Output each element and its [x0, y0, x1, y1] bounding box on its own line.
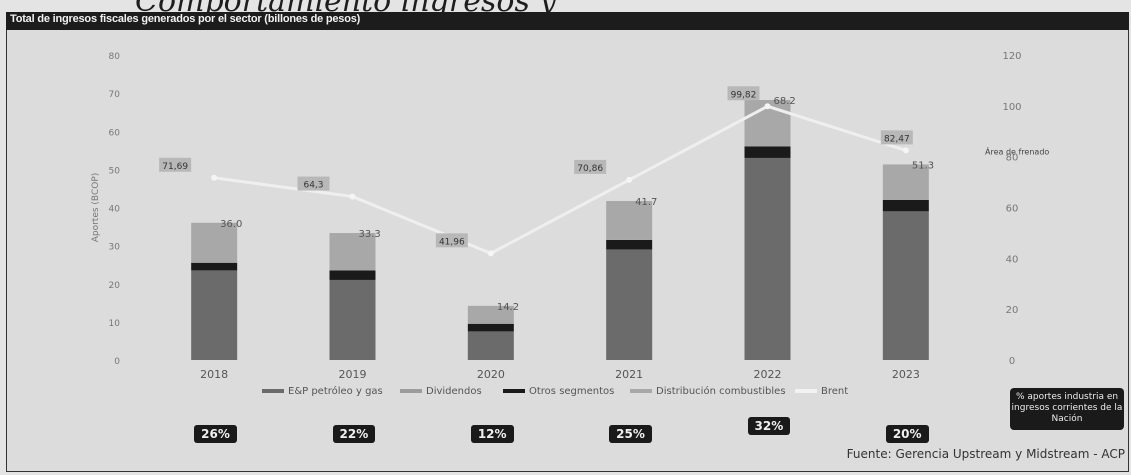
bar-total-label: 41.7: [635, 197, 657, 208]
bar-segment-0: [882, 211, 929, 360]
nation-share-pill: 20%: [885, 425, 929, 443]
chart-title: Total de ingresos fiscales generados por…: [10, 13, 361, 25]
brent-value-label: 70,86: [577, 164, 603, 174]
y-left-tick-label: 70: [109, 90, 121, 100]
y-left-tick-label: 30: [109, 243, 121, 253]
y-right-tick-label: 40: [1006, 254, 1019, 265]
y-right-tick-label: 100: [1002, 102, 1021, 113]
y-right-tick-label: 20: [1006, 305, 1019, 316]
brent-point: [764, 103, 771, 110]
brent-value-label: 64,3: [303, 181, 323, 191]
bar-segment-0: [606, 249, 653, 360]
x-tick-label: 2020: [477, 368, 505, 381]
nation-share-pill: 25%: [609, 425, 652, 443]
y-left-tick-label: 10: [109, 319, 121, 329]
bar-segment-0: [467, 331, 514, 360]
brent-point: [487, 250, 494, 257]
brent-label-box: [727, 86, 760, 101]
y-left-axis-label: Aportes (BCOP): [91, 173, 101, 243]
bar-segment-0: [191, 270, 238, 360]
brent-value-label: 82,47: [884, 134, 910, 144]
bar-segment-3: [329, 233, 376, 271]
legend-swatch-3: [630, 389, 652, 393]
brent-label-box: [159, 157, 192, 172]
nation-share-pill: 32%: [747, 417, 791, 435]
nation-share-legend-box: % aportes industria en ingresos corrient…: [1010, 388, 1124, 430]
legend-swatch-2: [503, 389, 525, 393]
brent-point: [211, 174, 218, 181]
y-left-tick-label: 0: [114, 357, 120, 367]
bar-total-label: 33.3: [359, 229, 381, 240]
bar-segment-3: [467, 305, 514, 324]
source-note: Fuente: Gerencia Upstream y Midstream - …: [846, 447, 1125, 461]
legend-swatch-0: [262, 389, 284, 393]
nation-share-pill: 22%: [332, 425, 376, 443]
brent-value-label: 99,82: [731, 90, 757, 100]
brent-label-box: [297, 176, 330, 191]
y-left-tick-label: 50: [109, 166, 121, 176]
bar-segment-2: [744, 146, 791, 158]
legend-label-1: Dividendos: [426, 386, 482, 397]
brent-label-box: [435, 233, 468, 248]
x-tick-label: 2018: [200, 368, 228, 381]
bar-segment-3: [882, 164, 929, 200]
legend-swatch-4: [795, 389, 817, 393]
chart-header-bar: [6, 12, 1129, 30]
brent-line: [213, 104, 907, 256]
brent-point: [626, 176, 633, 183]
nation-share-pill: 26%: [194, 425, 237, 443]
bar-segment-2: [467, 323, 514, 332]
bar-segment-2: [191, 262, 238, 271]
x-tick-label: 2019: [339, 368, 367, 381]
legend-swatch-1: [400, 389, 422, 393]
legend-label-4: Brent: [821, 386, 848, 397]
bar-segment-0: [744, 157, 791, 360]
y-right-tick-label: 0: [1009, 356, 1015, 367]
bar-segment-0: [329, 279, 376, 360]
brent-value-label: 41,96: [439, 237, 465, 247]
bar-segment-2: [329, 270, 376, 280]
bar-total-label: 68.2: [774, 96, 796, 107]
bar-total-label: 51.3: [912, 160, 934, 171]
y-left-tick-label: 20: [109, 281, 121, 291]
brent-label-box: [880, 130, 913, 145]
legend-label-0: E&P petróleo y gas: [288, 385, 383, 397]
annotation-label: Área de frenado: [985, 145, 1049, 156]
brent-value-label: 71,69: [162, 162, 188, 172]
x-tick-label: 2022: [754, 368, 782, 381]
brent-point: [349, 193, 356, 200]
bar-total-label: 14.2: [497, 302, 519, 313]
x-tick-label: 2023: [892, 368, 920, 381]
nation-share-pill: 12%: [470, 425, 514, 443]
bar-total-label: 36.0: [220, 219, 242, 230]
x-tick-label: 2021: [615, 368, 643, 381]
y-right-tick-label: 80: [1006, 153, 1019, 164]
bar-segment-2: [606, 239, 653, 250]
bar-segment-2: [882, 199, 929, 212]
y-left-tick-label: 60: [109, 128, 121, 138]
bar-segment-3: [191, 222, 238, 263]
y-right-tick-label: 60: [1006, 204, 1019, 215]
y-right-tick-label: 120: [1002, 51, 1021, 62]
y-left-tick-label: 40: [109, 205, 121, 215]
brent-label-box: [574, 159, 607, 174]
bar-segment-3: [606, 201, 653, 240]
legend-label-2: Otros segmentos: [529, 386, 614, 397]
brent-point: [902, 147, 909, 154]
y-left-tick-label: 80: [109, 52, 121, 62]
legend-label-3: Distribución combustibles: [656, 385, 786, 397]
